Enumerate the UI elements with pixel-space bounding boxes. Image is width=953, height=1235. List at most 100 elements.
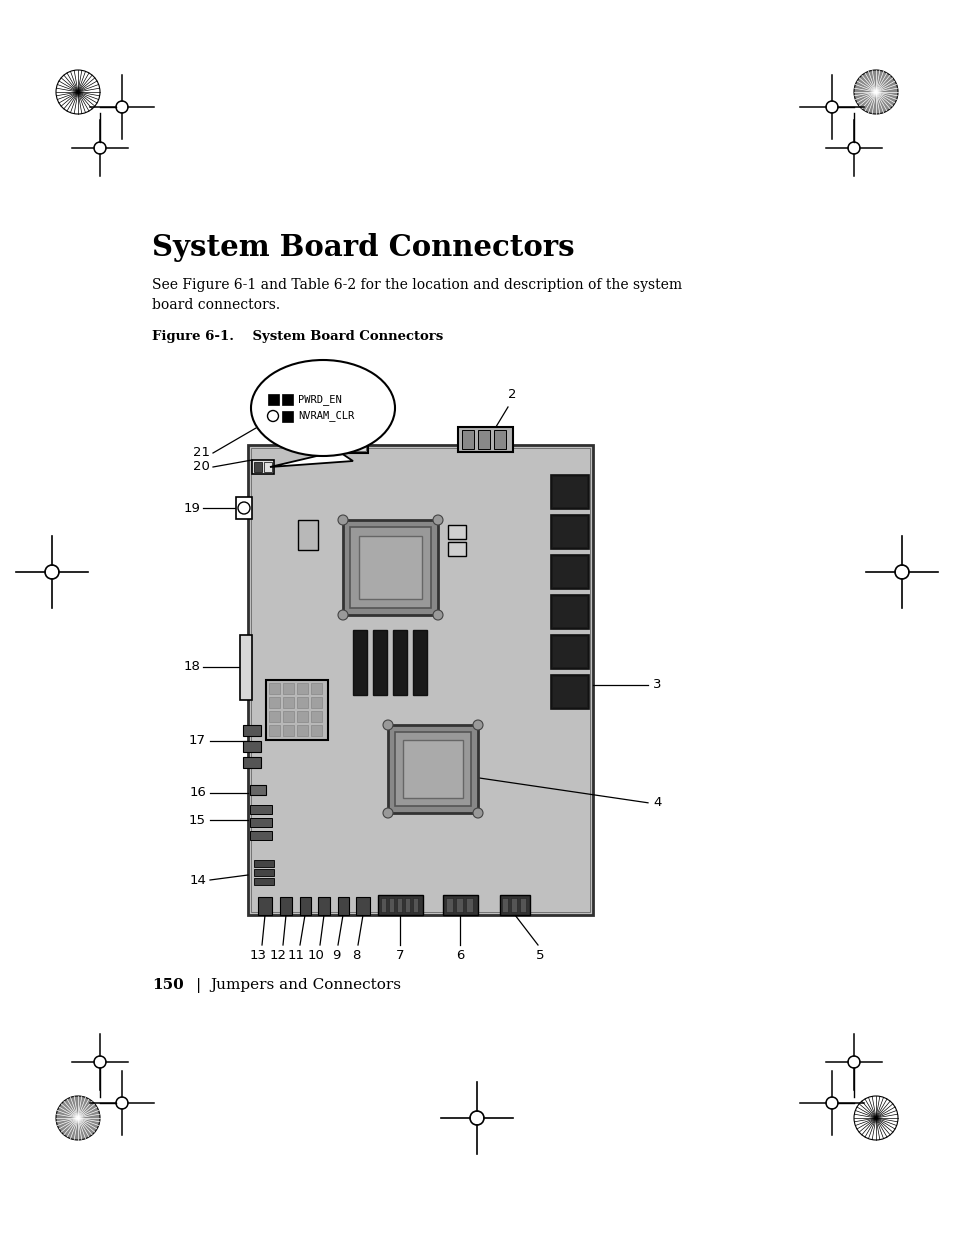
Bar <box>388 725 477 813</box>
Bar <box>250 785 266 795</box>
Bar <box>442 895 477 915</box>
Bar <box>311 683 322 694</box>
Bar <box>296 697 308 708</box>
Circle shape <box>382 808 393 818</box>
Bar <box>457 427 513 452</box>
Text: |: | <box>195 978 201 993</box>
Text: 150: 150 <box>152 978 184 992</box>
Bar <box>250 831 272 840</box>
Circle shape <box>433 515 442 525</box>
Bar <box>240 635 252 700</box>
Text: 7: 7 <box>395 948 404 962</box>
Bar <box>380 898 386 911</box>
Circle shape <box>382 720 393 730</box>
Text: Figure 6-1.    System Board Connectors: Figure 6-1. System Board Connectors <box>152 330 443 343</box>
Bar <box>494 430 505 450</box>
Bar <box>553 677 586 706</box>
Bar <box>396 898 401 911</box>
Bar <box>264 462 272 472</box>
Bar <box>253 860 274 867</box>
Text: 13: 13 <box>250 948 266 962</box>
Bar <box>551 475 588 509</box>
Text: See Figure 6-1 and Table 6-2 for the location and description of the system
boar: See Figure 6-1 and Table 6-2 for the loc… <box>152 278 681 312</box>
Bar <box>311 711 322 722</box>
Bar <box>253 878 274 885</box>
Circle shape <box>56 70 100 114</box>
Text: Jumpers and Connectors: Jumpers and Connectors <box>210 978 400 992</box>
Bar <box>335 424 368 453</box>
Bar <box>296 683 308 694</box>
Text: 5: 5 <box>536 948 543 962</box>
Bar <box>448 542 465 556</box>
Bar <box>268 394 278 405</box>
Bar <box>393 630 407 695</box>
Ellipse shape <box>251 359 395 456</box>
Text: 19: 19 <box>183 501 200 515</box>
Bar <box>283 711 294 722</box>
Circle shape <box>337 610 348 620</box>
Text: 16: 16 <box>189 787 206 799</box>
Bar <box>355 897 370 915</box>
Bar <box>248 445 593 915</box>
Bar <box>243 757 261 768</box>
Bar <box>253 462 262 472</box>
Bar <box>519 898 525 911</box>
Circle shape <box>56 1095 100 1140</box>
Text: 2: 2 <box>507 388 516 401</box>
Text: 10: 10 <box>307 948 324 962</box>
Bar <box>337 897 349 915</box>
Bar <box>446 898 453 911</box>
Bar <box>269 683 280 694</box>
Bar <box>499 895 530 915</box>
Text: 15: 15 <box>189 814 206 826</box>
Circle shape <box>267 410 278 421</box>
Text: 21: 21 <box>193 447 210 459</box>
Text: 20: 20 <box>193 461 210 473</box>
Bar <box>551 676 588 709</box>
Bar <box>553 477 586 508</box>
Text: 8: 8 <box>352 948 360 962</box>
Bar <box>317 897 330 915</box>
Text: 9: 9 <box>332 948 340 962</box>
Bar <box>280 897 292 915</box>
Bar <box>311 725 322 736</box>
Bar <box>551 515 588 550</box>
Bar <box>282 411 293 422</box>
Bar <box>343 520 437 615</box>
Text: PWRD_EN: PWRD_EN <box>297 394 341 405</box>
Bar <box>283 683 294 694</box>
Bar <box>551 555 588 589</box>
Bar <box>553 637 586 667</box>
Bar <box>373 630 387 695</box>
Bar <box>413 630 427 695</box>
Bar <box>235 496 252 519</box>
Bar <box>283 725 294 736</box>
Bar <box>501 898 507 911</box>
Bar <box>257 897 272 915</box>
Polygon shape <box>270 451 353 467</box>
Bar <box>395 732 471 806</box>
Bar <box>413 898 417 911</box>
Bar <box>251 448 589 911</box>
Bar <box>465 898 473 911</box>
Bar <box>297 520 317 550</box>
Bar <box>553 557 586 587</box>
Bar <box>389 898 394 911</box>
Circle shape <box>853 70 897 114</box>
Bar <box>358 536 421 599</box>
Bar <box>283 697 294 708</box>
Text: 18: 18 <box>183 661 200 673</box>
Bar <box>477 430 490 450</box>
Text: System Board Connectors: System Board Connectors <box>152 233 574 262</box>
Bar <box>299 897 311 915</box>
Circle shape <box>433 610 442 620</box>
Bar <box>243 725 261 736</box>
Bar <box>296 725 308 736</box>
Bar <box>553 597 586 627</box>
Bar <box>296 711 308 722</box>
Circle shape <box>237 501 250 514</box>
Bar <box>551 635 588 669</box>
Circle shape <box>337 515 348 525</box>
Bar <box>252 459 274 474</box>
Text: 1: 1 <box>348 388 355 401</box>
